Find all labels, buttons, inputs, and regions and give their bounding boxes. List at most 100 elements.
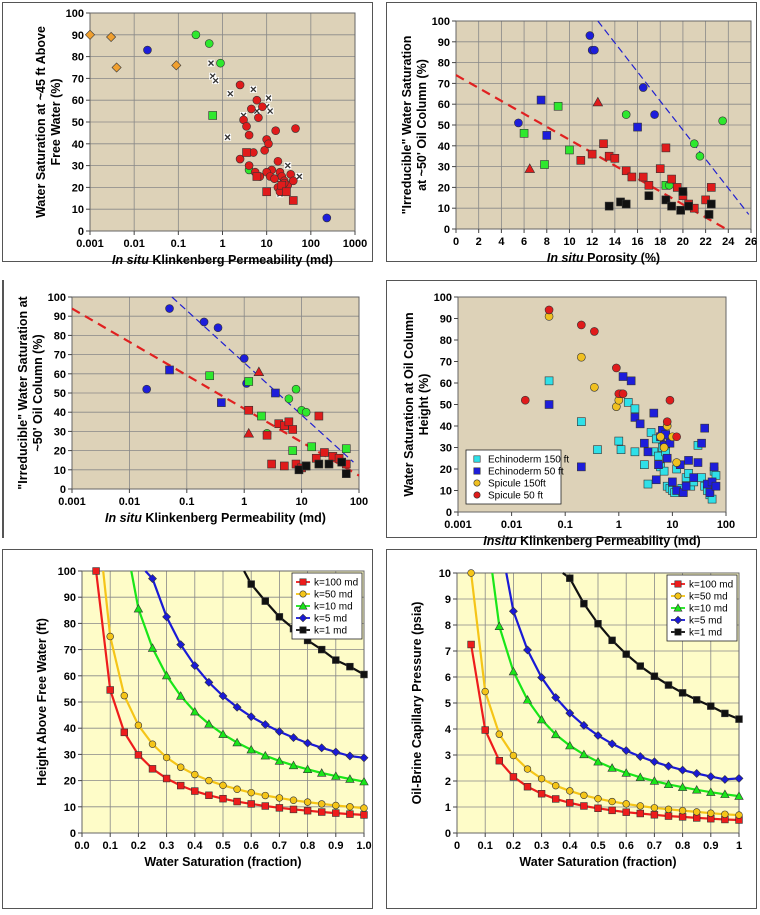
- data-point: [633, 122, 642, 132]
- data-point: [644, 191, 654, 201]
- data-point: [638, 172, 648, 182]
- data-point: [289, 805, 298, 814]
- data-point: [317, 743, 327, 753]
- x-tick-label: 1: [241, 496, 247, 508]
- data-point: [254, 113, 263, 122]
- x-tick-label: 1: [219, 238, 225, 250]
- data-point: [577, 462, 586, 472]
- data-point: [316, 768, 327, 777]
- x-tick-label: 0.2: [131, 840, 146, 852]
- legend-marker: [298, 613, 308, 623]
- data-point: [707, 809, 715, 817]
- data-point: [260, 750, 271, 760]
- data-point: [207, 59, 215, 67]
- data-point: [345, 774, 355, 783]
- data-point: [216, 58, 225, 68]
- data-point: [697, 438, 706, 448]
- data-point: [593, 756, 603, 766]
- data-point: [337, 457, 347, 467]
- data-point: [332, 809, 340, 817]
- data-point: [565, 708, 575, 718]
- legend-marker: [473, 467, 481, 475]
- data-point: [664, 805, 673, 814]
- x-tick-label: 0.8: [675, 840, 690, 852]
- y-axis-title: Water Saturation at Oil ColumnHeight (%): [402, 312, 431, 496]
- x-tick-label: 0.5: [215, 840, 230, 852]
- data-point: [678, 806, 687, 815]
- x-tick-label: 0.1: [179, 496, 194, 508]
- data-point: [235, 154, 245, 164]
- data-point: [258, 102, 267, 112]
- data-point: [508, 666, 519, 676]
- y-tick-label: 2: [445, 776, 451, 788]
- y-tick-label: 20: [64, 776, 76, 788]
- y-tick-label: 9: [445, 594, 451, 606]
- data-point: [551, 693, 561, 702]
- data-point: [239, 354, 249, 363]
- data-point: [106, 632, 114, 641]
- series-0: [92, 567, 368, 819]
- data-point: [608, 636, 616, 645]
- data-point: [212, 77, 220, 85]
- panel-top-left: 0.001 0.01 0.1 1 10 100 1000 0 10 20 30 40 50 60 70 80 9…: [2, 2, 373, 267]
- data-point: [579, 749, 589, 759]
- x-axis-title-prefix: Insitu: [483, 534, 520, 548]
- x-tick-label: 10: [261, 238, 273, 250]
- series-1: [143, 45, 332, 223]
- legend-marker: [674, 580, 682, 588]
- data-point: [622, 808, 630, 816]
- legend-label: k=1 md: [314, 626, 347, 637]
- panel-bottom-right: 0 0.1 0.2 0.3 0.4 0.5 0.6 0.7 0.8 0.9 1 0 1 2 3 4 5 6 7 8 9 1…: [386, 549, 757, 909]
- data-point: [650, 804, 659, 812]
- data-point: [704, 210, 714, 219]
- data-point: [148, 740, 157, 748]
- y-tick-label: 8: [445, 620, 451, 632]
- data-point: [284, 417, 294, 427]
- data-point: [681, 481, 691, 491]
- x-tick-label: 22: [699, 236, 711, 248]
- legend-marker: [473, 455, 481, 463]
- data-point: [590, 383, 599, 392]
- y-tick-label: 90: [72, 30, 84, 42]
- y-tick-label: 40: [64, 723, 76, 735]
- data-point: [346, 662, 354, 671]
- y-tick-label: 80: [440, 335, 452, 347]
- data-point: [247, 800, 255, 808]
- data-point: [273, 156, 283, 166]
- y-tick-label: 20: [54, 446, 66, 458]
- data-point: [242, 148, 251, 157]
- data-point: [291, 384, 301, 394]
- data-point: [204, 719, 214, 728]
- data-point: [537, 673, 547, 682]
- data-point: [266, 107, 274, 115]
- data-point: [509, 751, 518, 760]
- data-point: [218, 729, 228, 738]
- data-point: [284, 162, 292, 170]
- x-axis-title-main: Klinkenberg Permeability (md): [152, 253, 333, 267]
- data-point: [332, 656, 340, 664]
- data-point: [691, 785, 702, 794]
- legend-marker: [674, 592, 682, 600]
- data-point: [171, 60, 182, 71]
- series-5: [244, 405, 351, 473]
- data-point: [270, 174, 279, 183]
- data-point: [594, 620, 602, 628]
- x-tick-label: 0.7: [272, 840, 287, 852]
- x-tick-label: 0.0: [74, 840, 89, 852]
- data-point: [720, 789, 730, 798]
- data-point: [594, 794, 602, 803]
- legend-marker: [473, 491, 481, 499]
- y-tick-label: 10: [440, 486, 452, 498]
- series-3: [505, 572, 744, 784]
- y-axis-title-line: Free Water (%): [49, 78, 63, 165]
- data-point: [654, 460, 663, 469]
- data-point: [636, 802, 645, 810]
- x-tick-label: 1000: [343, 238, 367, 250]
- x-tick-label: 6: [521, 236, 527, 248]
- data-point: [594, 804, 602, 812]
- data-point: [576, 156, 586, 165]
- x-tick-label: 10: [295, 496, 307, 508]
- y-axis-title-line: Water Saturation at ~45 ft Above: [34, 26, 48, 218]
- data-point: [120, 728, 129, 737]
- legend-label: k=50 md: [689, 592, 728, 603]
